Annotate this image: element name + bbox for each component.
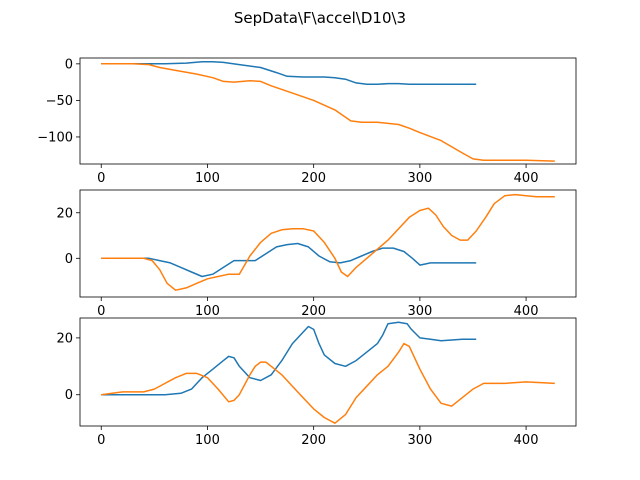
series-2-line bbox=[101, 193, 555, 291]
x-tick-label: 400 bbox=[514, 433, 539, 448]
y-tick-label: 0 bbox=[65, 388, 73, 403]
x-tick-label: 400 bbox=[514, 171, 539, 186]
x-tick-label: 200 bbox=[301, 304, 326, 319]
x-tick-label: 200 bbox=[301, 433, 326, 448]
axes-frame bbox=[79, 317, 577, 427]
y-tick-label: 20 bbox=[56, 206, 73, 221]
axes-frame bbox=[79, 57, 577, 165]
x-tick-label: 0 bbox=[97, 433, 105, 448]
subplot-1: 0 100 200 300 400 0 −50 −100 bbox=[37, 57, 577, 186]
x-tick-label: 300 bbox=[407, 304, 432, 319]
figure-title: SepData\F\accel\D10\3 bbox=[234, 9, 406, 27]
x-tick-label: 100 bbox=[195, 433, 220, 448]
series-2-line bbox=[101, 63, 555, 162]
y-tick-label: 0 bbox=[65, 252, 73, 267]
y-tick-label: −100 bbox=[37, 130, 73, 145]
series-2-line bbox=[101, 342, 555, 424]
x-tick-label: 300 bbox=[407, 171, 432, 186]
series-1-line bbox=[101, 60, 477, 86]
x-tick-label: 200 bbox=[301, 171, 326, 186]
y-tick-label: 20 bbox=[56, 331, 73, 346]
x-tick-label: 400 bbox=[514, 304, 539, 319]
x-tick-label: 300 bbox=[407, 433, 432, 448]
y-tick-label: 0 bbox=[65, 57, 73, 72]
x-tick-label: 100 bbox=[195, 171, 220, 186]
series-1-line bbox=[101, 321, 477, 396]
x-tick-label: 0 bbox=[97, 171, 105, 186]
x-tick-label: 0 bbox=[97, 304, 105, 319]
axes-frame bbox=[79, 189, 577, 298]
series-1-line bbox=[101, 242, 477, 278]
y-tick-label: −50 bbox=[46, 94, 73, 109]
x-tick-label: 100 bbox=[195, 304, 220, 319]
